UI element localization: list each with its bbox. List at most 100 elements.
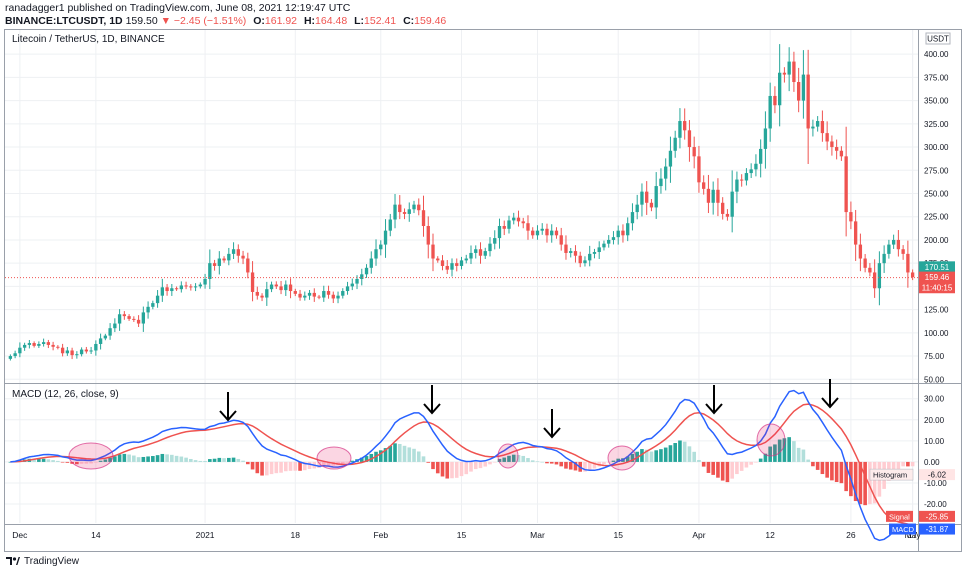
candle-body <box>374 249 378 259</box>
candle <box>398 195 402 220</box>
candle <box>293 288 297 297</box>
price-change: ▼ −2.45 (−1.51%) <box>160 15 247 27</box>
candle <box>94 340 98 356</box>
candle-body <box>483 251 487 256</box>
macd-title: MACD (12, 26, close, 9) <box>12 389 119 400</box>
candle-body <box>820 121 825 134</box>
candle-body <box>231 249 236 254</box>
macd-tick-label: -20.00 <box>924 500 947 509</box>
candle-body <box>868 267 872 273</box>
histogram-bar <box>274 461 279 474</box>
candle <box>649 199 654 212</box>
histogram-bar <box>725 461 730 483</box>
histogram-bar <box>41 458 46 462</box>
candle-body <box>312 292 316 297</box>
histogram-bar <box>231 457 236 462</box>
histogram-bar <box>773 444 777 462</box>
candle-body <box>298 293 302 298</box>
histogram-bar <box>227 457 231 462</box>
candle-body <box>721 202 725 214</box>
histogram-bar <box>554 461 559 465</box>
candle <box>312 288 316 302</box>
price-mark: 159.46 <box>919 271 955 283</box>
currency-badge[interactable]: USDT <box>925 32 951 45</box>
histogram-bar <box>763 453 768 462</box>
candle-body <box>22 344 27 348</box>
candle-body <box>379 244 383 250</box>
histogram-bar <box>830 461 834 481</box>
candle-body <box>858 244 863 259</box>
candle-body <box>440 260 445 266</box>
candle-body <box>345 286 350 292</box>
histogram-bar <box>564 461 568 469</box>
histogram-bar <box>397 443 402 462</box>
candle <box>673 130 677 158</box>
histogram-bar <box>189 458 193 462</box>
histogram-bar <box>174 455 179 462</box>
candle <box>830 135 834 156</box>
histogram-bar <box>640 449 644 462</box>
macd-value-label: Histogram -6.02 <box>869 468 955 481</box>
candle-body <box>730 191 734 217</box>
candle-body <box>635 204 639 213</box>
candle-body <box>208 263 212 279</box>
histogram-bar <box>720 461 725 481</box>
histogram-bar <box>298 461 302 471</box>
candle-body <box>412 204 416 210</box>
candle <box>664 158 668 191</box>
candle-body <box>626 223 630 236</box>
candle <box>906 240 910 288</box>
price-tick-label: 300.00 <box>924 143 949 152</box>
candle <box>84 346 89 354</box>
macd-tick-label: 10.00 <box>924 437 945 446</box>
histogram-bar <box>701 461 706 467</box>
histogram-bar <box>545 461 549 464</box>
candle-body <box>811 126 815 129</box>
histogram-bar <box>440 461 445 477</box>
candle <box>436 256 440 263</box>
candle <box>834 139 839 160</box>
candle <box>635 194 639 220</box>
candle-body <box>70 350 74 356</box>
candle <box>730 170 734 233</box>
histogram-bar <box>241 460 245 462</box>
candle <box>65 346 70 356</box>
histogram-bar <box>464 461 469 475</box>
candle-body <box>773 95 777 106</box>
histogram-bar <box>113 456 117 462</box>
candle <box>222 256 226 263</box>
histogram-bar <box>65 461 70 463</box>
candle-body <box>317 296 321 298</box>
candle-body <box>388 219 392 231</box>
candle <box>179 281 183 293</box>
footer[interactable]: TradingView <box>6 553 79 569</box>
candle <box>863 254 867 273</box>
price-mark-label: 159.46 <box>925 273 950 282</box>
histogram-bar <box>630 453 635 462</box>
candle <box>170 283 174 296</box>
candle <box>611 231 616 245</box>
histogram-bar <box>117 454 122 462</box>
grid-lines <box>5 30 918 523</box>
macd-tick-label: 20.00 <box>924 416 945 425</box>
candle <box>564 235 568 260</box>
time-tick-label: 12 <box>765 530 775 540</box>
candle <box>241 250 245 265</box>
histogram-bar <box>868 461 872 505</box>
symbol-label[interactable]: BINANCE:LTCUSDT, 1D <box>5 15 123 27</box>
candle <box>654 172 658 219</box>
candle <box>417 198 421 216</box>
candle-body <box>250 272 255 292</box>
candle <box>70 347 74 360</box>
candle <box>687 120 692 162</box>
candle-body <box>336 295 340 299</box>
time-tick-label: Dec <box>12 530 28 540</box>
histogram-bar <box>250 461 255 470</box>
candle <box>317 294 321 300</box>
histogram-bar <box>687 446 692 462</box>
candle <box>483 247 487 260</box>
histogram-bar <box>146 456 150 462</box>
histogram-bar <box>236 458 241 462</box>
candle-body <box>488 243 492 252</box>
